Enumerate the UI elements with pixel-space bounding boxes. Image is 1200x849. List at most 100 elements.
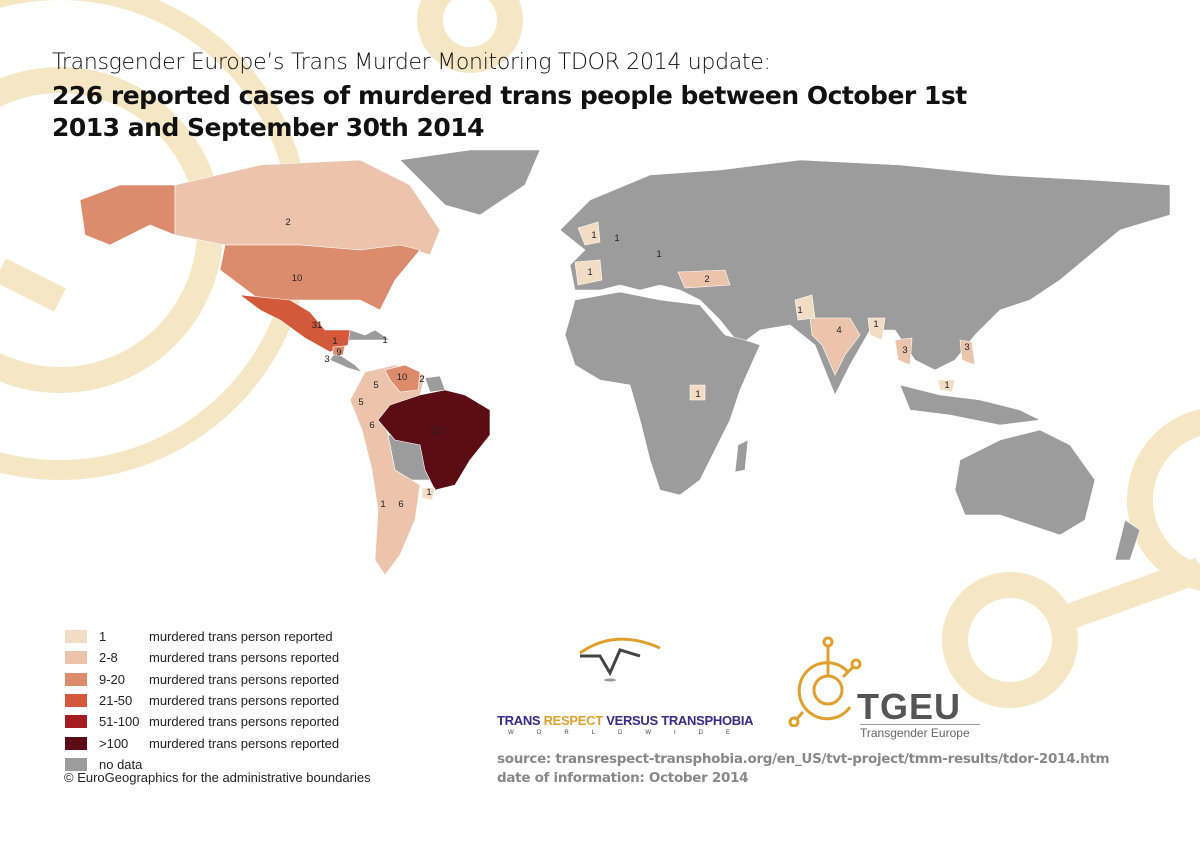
tvt-word: RESPECT [543, 713, 604, 728]
country-count-label: 1 [380, 499, 385, 510]
country-count-label: 10 [397, 372, 408, 383]
madagascar [734, 439, 749, 473]
copyright-note: © EuroGeographics for the administrative… [64, 770, 371, 785]
country-count-label: 1 [382, 335, 387, 346]
country-count-label: 1 [591, 230, 596, 241]
country-count-label: 1 [873, 319, 878, 330]
turkey [677, 269, 731, 289]
tgeu-subtitle: Transgender Europe [860, 724, 980, 740]
tvt-word: TRANSPHOBIA [661, 713, 754, 728]
indonesia [899, 384, 1042, 426]
thailand [894, 337, 913, 366]
south-america-rest [349, 364, 426, 576]
uruguay [421, 487, 436, 501]
philippines [959, 339, 976, 366]
legend-range: 51-100 [99, 714, 140, 730]
legend-swatch [65, 651, 87, 665]
uganda [689, 384, 706, 401]
source-info: source: transrespect-transphobia.org/en_… [497, 750, 1110, 788]
pakistan [794, 294, 816, 321]
legend-range: 21-50 [99, 693, 133, 709]
legend-text: murdered trans person reported [149, 629, 333, 645]
country-count-label: 3 [324, 354, 329, 365]
legend-text: murdered trans persons reported [149, 693, 340, 709]
legend: 1 murdered trans person reported 2-8 murder… [65, 626, 339, 775]
country-count-label: 1 [614, 233, 619, 244]
country-count-label: 9 [336, 347, 341, 358]
legend-text: murdered trans persons reported [149, 671, 340, 687]
legend-range: 1 [99, 629, 107, 645]
legend-item: 1 murdered trans person reported [65, 626, 339, 647]
india [809, 317, 861, 376]
canada [174, 159, 441, 256]
tvt-logo-mark [579, 637, 661, 682]
suriname-guiana [424, 375, 446, 393]
usa [219, 244, 421, 311]
country-count-label: 3 [964, 342, 969, 353]
greenland [399, 149, 541, 216]
legend-item: 21-50 murdered trans persons reported [65, 690, 339, 711]
tvt-logo-text: TRANS RESPECT VERSUS TRANSPHOBIA [497, 713, 754, 728]
legend-text: murdered trans persons reported [149, 714, 340, 730]
line-decoration [0, 258, 66, 312]
country-count-label: 5 [373, 380, 378, 391]
legend-item: >100 murdered trans persons reported [65, 732, 339, 753]
legend-swatch [65, 757, 87, 771]
country-count-label: 1 [587, 267, 592, 278]
ring-decoration [942, 572, 1078, 708]
title-line-2: 226 reported cases of murdered trans peo… [52, 81, 967, 142]
legend-item: 9-20 murdered trans persons reported [65, 669, 339, 690]
source-url: source: transrespect-transphobia.org/en_… [497, 751, 1110, 767]
ring-decoration [1127, 409, 1200, 591]
tgeu-logo-mark [788, 636, 862, 727]
country-count-label: 2 [419, 374, 424, 385]
tvt-worldwide: WORLDWIDE [508, 730, 753, 736]
europe-w [577, 221, 601, 246]
legend-swatch [65, 630, 87, 644]
tgeu-logo-text: TGEU [857, 686, 962, 727]
legend-swatch [65, 694, 87, 708]
honduras [332, 345, 346, 356]
legend-range: >100 [99, 735, 129, 751]
country-count-label: 1 [332, 336, 337, 347]
mexico [238, 294, 351, 353]
country-count-label: 5 [358, 397, 363, 408]
country-count-label: 1 [656, 249, 661, 260]
venezuela [384, 364, 421, 393]
country-count-label: 1 [695, 389, 700, 400]
legend-text: murdered trans persons reported [149, 650, 340, 666]
country-count-label: 2 [285, 217, 290, 228]
country-count-label: 6 [369, 420, 374, 431]
new-zealand [1114, 519, 1141, 561]
africa [564, 291, 761, 496]
line-decoration [1055, 557, 1200, 633]
country-count-label: 10 [292, 273, 303, 284]
country-count-label: 3 [902, 345, 907, 356]
tvt-word: TRANS [497, 713, 541, 728]
country-count-label: 31 [312, 320, 323, 331]
legend-item: 2-8 murdered trans persons reported [65, 647, 339, 668]
legend-swatch [65, 736, 87, 750]
iberia [574, 259, 603, 286]
legend-range: 9-20 [99, 671, 126, 687]
country-count-label: 2 [704, 274, 709, 285]
legend-range: 2-8 [99, 650, 118, 666]
ring-decoration [417, 0, 523, 73]
legend-item: no data [65, 754, 339, 775]
legend-text: murdered trans persons reported [149, 735, 340, 751]
legend-swatch [65, 715, 87, 729]
title-line-1: Transgender Europe’s Trans Murder Monito… [52, 50, 771, 75]
country-count-label: 1 [426, 487, 431, 498]
legend-item: 51-100 murdered trans persons reported [65, 711, 339, 732]
tvt-word: VERSUS [606, 713, 658, 728]
date-of-information: date of information: October 2014 [497, 770, 749, 786]
legend-range: no data [99, 756, 143, 772]
country-count-label: 6 [398, 499, 403, 510]
legend-swatch [65, 672, 87, 686]
malaysia [937, 379, 956, 393]
country-count-label: 1 [944, 380, 949, 391]
country-count-label: 1 [797, 305, 802, 316]
